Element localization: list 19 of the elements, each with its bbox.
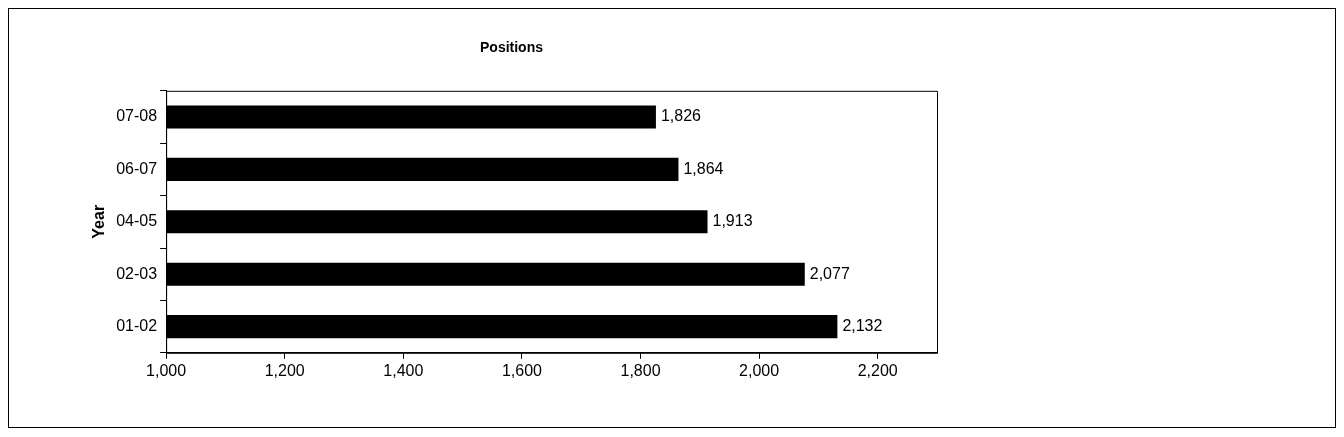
x-tick-label: 1,200 [264, 361, 305, 379]
y-tick-label: 07-08 [116, 107, 158, 125]
data-label: 2,132 [842, 317, 883, 335]
y-tick-label: 02-03 [116, 264, 158, 282]
x-tick-label: 1,000 [146, 361, 187, 379]
x-tick-label: 1,800 [620, 361, 661, 379]
y-tick-label: 06-07 [116, 159, 158, 177]
chart-title: Positions [479, 39, 544, 56]
y-axis-title: Year [90, 204, 108, 239]
y-tick-label: 01-02 [116, 317, 158, 335]
data-label: 1,913 [712, 212, 753, 230]
x-tick-label: 2,000 [739, 361, 780, 379]
x-tick-label: 1,400 [383, 361, 424, 379]
y-tick-label: 04-05 [116, 212, 158, 230]
data-label: 1,826 [660, 107, 702, 125]
x-tick-label: 1,600 [501, 361, 543, 379]
data-label: 2,077 [809, 264, 850, 282]
x-tick-label: 2,200 [857, 361, 898, 379]
data-label: 1,864 [683, 159, 724, 177]
